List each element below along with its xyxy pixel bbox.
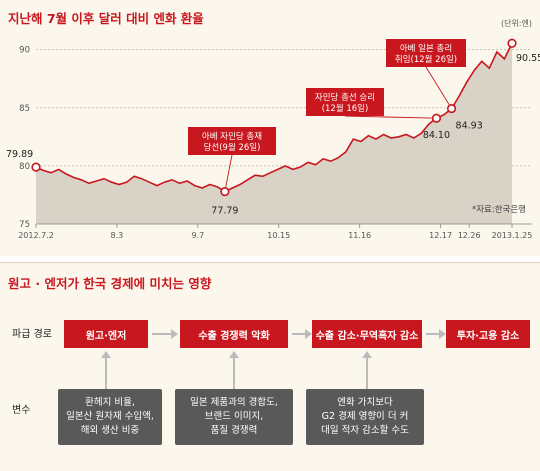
data-point xyxy=(220,186,230,197)
data-point xyxy=(446,103,457,114)
annotation-line: 아베 자민당 총재 xyxy=(202,131,262,142)
data-label: 84.10 xyxy=(423,130,450,141)
chart-title: 지난해 7월 이후 달러 대비 엔화 환율 xyxy=(8,11,204,26)
area-fill xyxy=(36,43,512,225)
annotation-leader xyxy=(344,115,437,119)
variable-text: 대일 적자 감소할 수도 xyxy=(321,425,409,436)
data-label: 77.79 xyxy=(211,206,238,217)
annotation-box xyxy=(188,127,276,155)
data-label: 84.93 xyxy=(456,121,483,132)
variable-arrow-2 xyxy=(229,351,239,389)
variable-box-1: 환헤지 비율, 일본산 원자재 수입액, 해외 생산 비중 xyxy=(58,389,162,445)
variable-text: 일본 제품과의 경합도, xyxy=(190,397,278,408)
variable-box-3: 엔화 가치보다 G2 경제 영향이 더 커 대일 적자 감소할 수도 xyxy=(306,389,424,445)
flow-step-investment-decline: 투자·고용 감소 xyxy=(446,320,530,348)
variable-text: G2 경제 영향이 더 커 xyxy=(321,411,409,422)
flow-step-export-decline: 수출 감소·무역흑자 감소 xyxy=(312,320,422,348)
flow-step-competitiveness: 수출 경쟁력 악화 xyxy=(180,320,288,348)
y-tick-label: 90 xyxy=(19,46,30,56)
diagram-panel: 원고 · 엔저가 한국 경제에 미치는 영향 파급 경로 변수 원고·엔저 수출… xyxy=(0,262,540,471)
data-point xyxy=(507,38,517,48)
rate-line xyxy=(35,42,513,193)
x-tick-label: 2013.1.25 xyxy=(492,231,533,240)
x-tick-label: 2012.7.2 xyxy=(18,231,54,240)
annotation-line: 당선(9월 26일) xyxy=(204,142,261,153)
y-tick-label: 80 xyxy=(19,162,30,172)
x-tick-label: 12.26 xyxy=(458,231,481,240)
unit-label: (단위:엔) xyxy=(500,19,532,28)
x-tick-label: 9.7 xyxy=(191,231,204,240)
x-tick-label: 11.16 xyxy=(348,231,371,240)
chart-panel: 지난해 7월 이후 달러 대비 엔화 환율 (단위:엔) 75 80 85 90 아베… xyxy=(0,0,540,256)
y-tick-label: 85 xyxy=(19,104,30,114)
annotation-box xyxy=(306,88,384,116)
variable-arrow-1 xyxy=(101,351,111,389)
variable-box-2: 일본 제품과의 경합도, 브랜드 이미지, 품질 경쟁력 xyxy=(175,389,293,445)
annotation-box xyxy=(386,39,466,67)
x-tick-label: 12.17 xyxy=(429,231,452,240)
variable-text: 환헤지 비율, xyxy=(85,397,135,408)
variable-text: 해외 생산 비중 xyxy=(80,425,140,436)
annotation-line: 아베 일본 총리 xyxy=(400,43,452,54)
data-label: 79.89 xyxy=(6,149,33,160)
data-label: 90.55 xyxy=(516,53,540,64)
annotation-line: 취임(12월 26일) xyxy=(395,54,457,65)
x-tick-label: 8.3 xyxy=(111,231,124,240)
source-label: *자료:한국은행 xyxy=(471,205,526,215)
annotation-line: 자민당 총선 승리 xyxy=(315,92,375,103)
variable-arrow-3 xyxy=(362,351,372,389)
flow-arrow-1 xyxy=(152,329,178,339)
annotation-line: (12월 16일) xyxy=(322,103,369,114)
data-point xyxy=(31,162,41,172)
flow-arrow-3 xyxy=(426,329,446,339)
data-point xyxy=(431,113,442,123)
variable-text: 엔화 가치보다 xyxy=(337,397,393,408)
diagram-title: 원고 · 엔저가 한국 경제에 미치는 영향 xyxy=(8,276,212,291)
variable-text: 일본산 원자재 수입액, xyxy=(66,411,154,422)
y-tick-label: 75 xyxy=(19,220,30,230)
variable-text: 브랜드 이미지, xyxy=(204,411,264,422)
flow-arrow-2 xyxy=(292,329,312,339)
row-label-variables: 변수 xyxy=(12,405,31,416)
annotation-leader xyxy=(425,66,452,109)
annotation-leader xyxy=(224,154,233,192)
variable-text: 품질 경쟁력 xyxy=(210,425,258,436)
row-label-path: 파급 경로 xyxy=(12,329,52,340)
flow-step-yen-weak: 원고·엔저 xyxy=(64,320,148,348)
x-tick-label: 10.15 xyxy=(267,231,290,240)
